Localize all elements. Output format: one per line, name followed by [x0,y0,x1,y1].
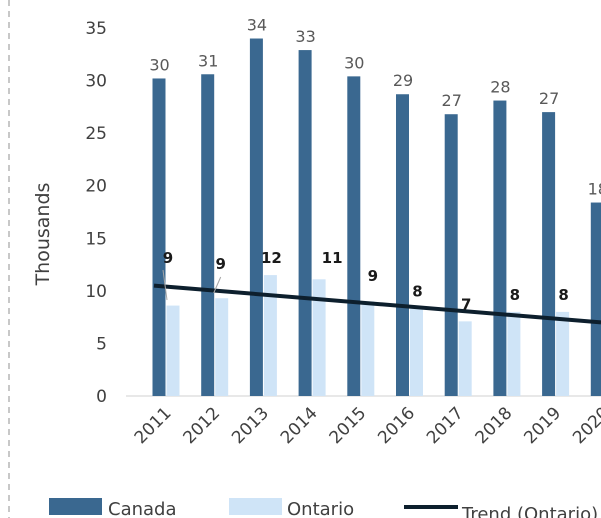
ontario-value-label: 7 [461,295,471,313]
y-tick-label: 20 [85,177,107,197]
y-tick-label: 25 [85,124,107,144]
x-tick-label: 2016 [374,403,419,448]
canada-value-label: 28 [490,78,510,97]
canada-value-label: 30 [149,55,169,74]
canada-bar [493,100,507,396]
canada-bar [298,50,312,396]
leader-line [213,276,222,294]
bars [152,38,601,397]
y-tick-label: 30 [85,72,107,92]
trend-line-group [153,283,601,325]
canada-bar [201,74,215,397]
ontario-value-label: 9 [215,255,225,273]
canada-bar [396,94,409,397]
x-tick-label: 2020 [569,403,601,448]
ontario-bar [507,311,521,396]
canada-bar [542,112,556,396]
legend-label-canada: Canada [108,499,177,518]
legend-label-ontario: Ontario [287,499,354,518]
canada-value-label: 33 [295,27,315,46]
canada-value-label: 27 [539,89,559,108]
canada-bar [590,202,601,396]
canada-bar [152,78,166,397]
canada-value-label: 34 [247,16,267,35]
canada-value-label: 27 [442,91,462,110]
x-axis: 2011 2012 2013 2014 2015 2016 2017 2018 2019 2020 [131,403,601,448]
legend-swatch-ontario [229,498,282,515]
ontario-bar [166,305,180,396]
ontario-bar [556,311,570,396]
ontario-bar [215,298,229,396]
ontario-value-label: 8 [510,286,520,304]
canada-value-label: 30 [344,53,364,72]
canada-bar [347,76,361,396]
y-tick-label: 10 [85,282,107,302]
legend: Canada Ontario Trend (Ontario) [49,498,598,518]
x-tick-label: 2011 [131,403,176,448]
ontario-bar [312,279,326,396]
canada-value-label: 31 [198,51,218,70]
y-tick-label: 35 [85,19,107,39]
value-labels: 30 9 31 9 34 12 33 11 30 9 29 8 27 7 28 8 27 8 18 [149,16,601,314]
canada-bar [249,38,263,397]
y-axis-label: Thousands [32,183,54,287]
ontario-value-label: 8 [412,283,422,301]
trend-line [153,283,601,325]
y-tick-label: 15 [85,229,107,249]
x-tick-label: 2014 [277,403,322,448]
ontario-bar [361,301,375,396]
x-tick-label: 2015 [326,403,371,448]
x-tick-label: 2019 [520,403,565,448]
ontario-value-label: 11 [322,249,343,267]
x-tick-label: 2013 [228,403,273,448]
ontario-bar [263,275,277,396]
ontario-value-label: 9 [368,267,378,285]
canada-bar [444,114,458,397]
canada-value-label: 18 [588,180,601,199]
ontario-value-label: 9 [163,249,173,267]
y-tick-label: 5 [96,334,107,354]
ontario-value-label: 8 [558,286,568,304]
ontario-bar [458,321,472,396]
x-tick-label: 2017 [423,403,468,448]
leader-line [162,269,168,301]
y-tick-label: 0 [96,387,107,407]
ontario-value-label: 12 [261,249,282,267]
x-tick-label: 2018 [472,403,517,448]
canada-value-label: 29 [393,71,413,90]
ontario-bar [410,308,423,396]
legend-label-trend: Trend (Ontario) [461,504,598,518]
y-axis: 0 5 10 15 20 25 30 35 [85,19,601,407]
x-tick-label: 2012 [179,403,224,448]
legend-swatch-canada [49,498,102,515]
